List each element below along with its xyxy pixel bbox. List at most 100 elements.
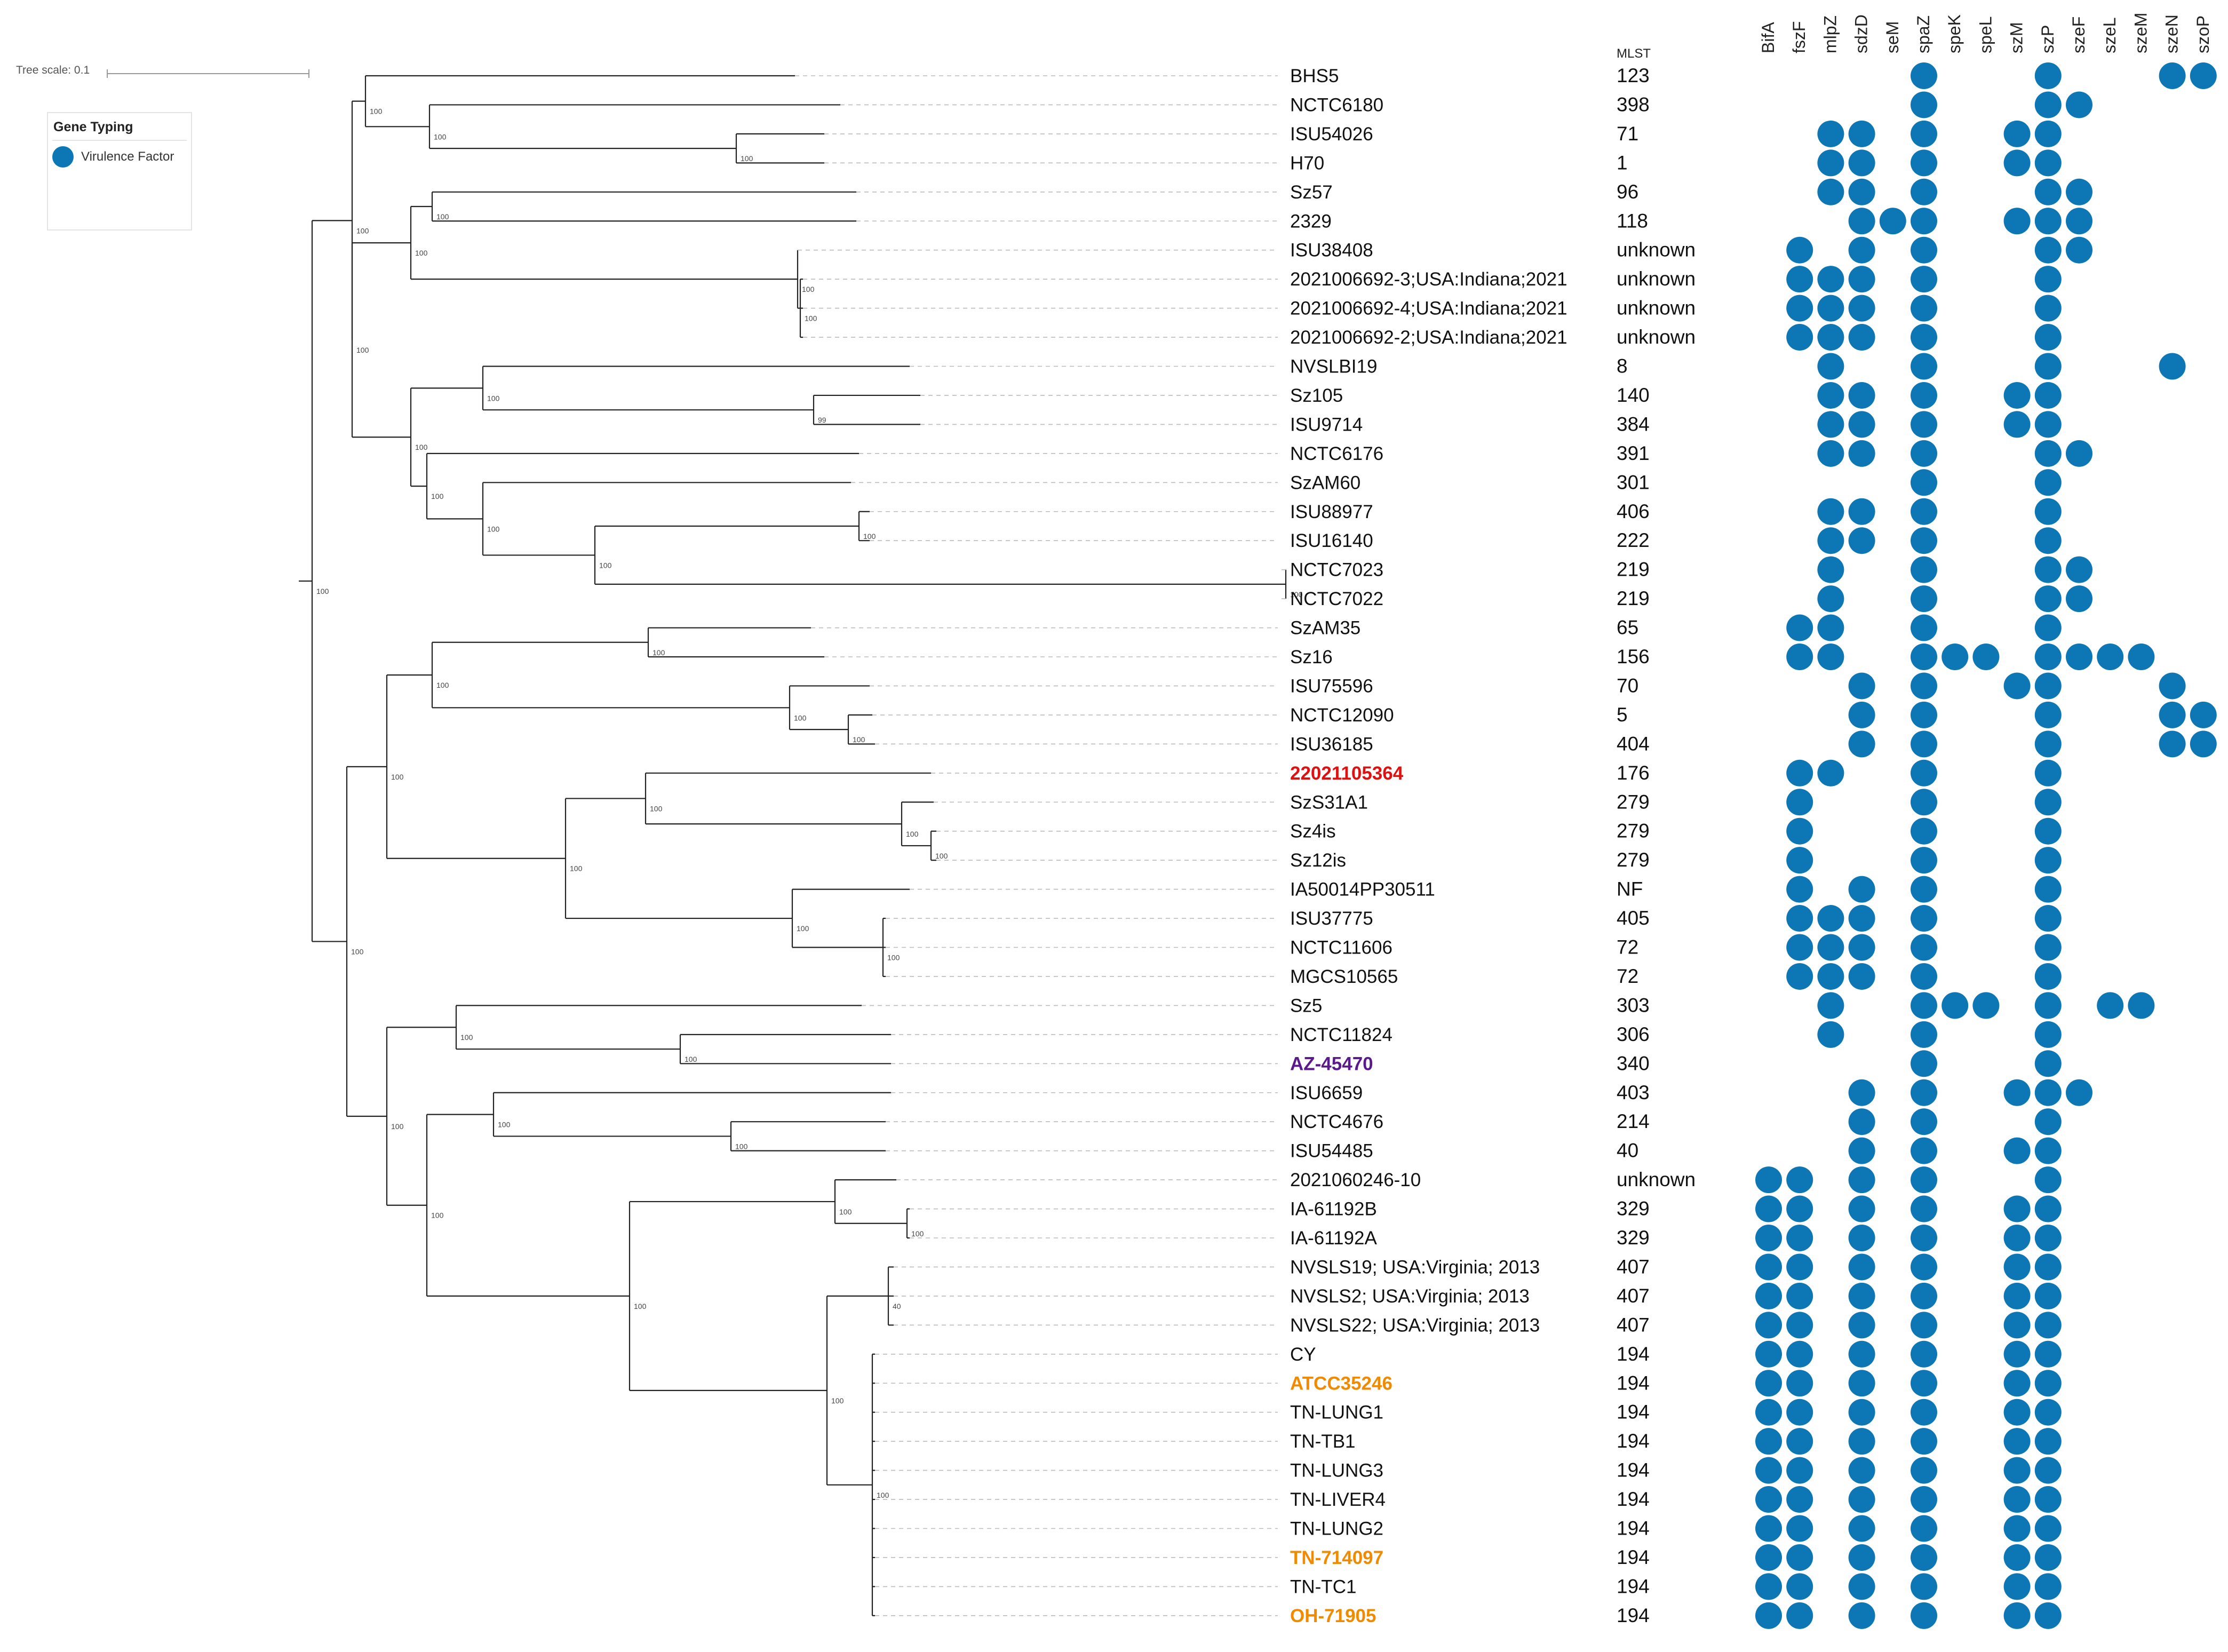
taxon-label: SzAM35 (1290, 618, 1360, 639)
virulence-factor-dot (1848, 120, 1875, 147)
virulence-factor-dot (1817, 295, 1844, 322)
virulence-factor-dot (2159, 730, 2186, 758)
gene-header: szeL (2100, 17, 2119, 53)
virulence-factor-dot (1786, 789, 1813, 816)
virulence-factor-dot (2034, 1137, 2062, 1164)
virulence-factor-dot (1817, 440, 1844, 467)
virulence-factor-dot (2034, 934, 2062, 961)
virulence-factor-dot (1911, 1021, 1937, 1048)
virulence-factor-dot (1911, 1166, 1937, 1194)
virulence-factor-dot (2034, 208, 2062, 235)
taxon-label: Sz12is (1290, 850, 1346, 871)
bootstrap-label: 40 (893, 1302, 901, 1311)
virulence-factor-dot (1786, 1515, 1813, 1542)
bootstrap-label: 100 (802, 285, 815, 293)
mlst-value: 279 (1617, 791, 1650, 813)
bootstrap-label: 100 (351, 947, 364, 956)
virulence-factor-dot (1911, 614, 1937, 641)
mlst-value: 219 (1617, 587, 1650, 609)
virulence-factor-dot (2034, 1195, 2062, 1222)
virulence-factor-dot (1911, 1544, 1937, 1571)
gene-header: spaZ (1914, 15, 1933, 53)
virulence-factor-dot (1911, 120, 1937, 147)
legend-item-label: Virulence Factor (81, 149, 174, 164)
virulence-factor-dot (1911, 1428, 1937, 1455)
virulence-factor-dot (1848, 876, 1875, 903)
bootstrap-label: 100 (460, 1033, 473, 1042)
virulence-factor-dot (1786, 1282, 1813, 1309)
virulence-factor-dot (1848, 1108, 1875, 1135)
bootstrap-label: 100 (794, 713, 807, 722)
virulence-factor-dot (1848, 1225, 1875, 1251)
virulence-factor-dot (1786, 1340, 1813, 1368)
legend-title: Gene Typing (53, 120, 133, 134)
virulence-factor-dot (1848, 1253, 1875, 1281)
taxon-label: TN-LUNG1 (1290, 1402, 1383, 1423)
virulence-factor-dot (1848, 1340, 1875, 1368)
taxon-label: CY (1290, 1344, 1316, 1365)
mlst-value: 194 (1617, 1372, 1650, 1394)
virulence-factor-dot (1911, 208, 1937, 235)
bootstrap-label: 100 (877, 1491, 889, 1499)
virulence-factor-dot (1848, 295, 1875, 322)
virulence-factor-dot (1911, 934, 1937, 961)
virulence-factor-dot (1786, 1428, 1813, 1455)
virulence-factor-dot (1911, 1340, 1937, 1368)
virulence-factor-dot (2066, 236, 2092, 264)
mlst-value: 194 (1617, 1518, 1650, 1539)
virulence-factor-dot (2034, 382, 2062, 409)
virulence-factor-dot (1817, 992, 1844, 1019)
virulence-factor-dot (1911, 62, 1937, 89)
virulence-factor-dot (1786, 1486, 1813, 1513)
virulence-factor-dot (1911, 1312, 1937, 1339)
taxon-label: NCTC11824 (1290, 1024, 1392, 1045)
virulence-factor-dot (2034, 1457, 2062, 1484)
virulence-factor-dot (1848, 701, 1875, 728)
virulence-factor-dot (2034, 1370, 2062, 1397)
virulence-factor-dot (1755, 1457, 1782, 1484)
taxon-label: NVSLBI19 (1290, 356, 1377, 377)
bootstrap-label: 100 (356, 226, 369, 235)
virulence-factor-dot (1817, 411, 1844, 438)
taxon-label: ISU38408 (1290, 240, 1373, 261)
bootstrap-label: 100 (356, 346, 369, 354)
virulence-factor-dot (1848, 934, 1875, 961)
virulence-factor-dot (1786, 1166, 1813, 1194)
tree-scale-bar (107, 69, 309, 78)
virulence-factor-dot (1848, 527, 1875, 554)
taxon-label: TN-TC1 (1290, 1576, 1356, 1597)
bootstrap-label: 100 (935, 852, 948, 860)
virulence-factor-dot (2159, 353, 2186, 380)
bootstrap-label: 100 (370, 107, 383, 116)
virulence-factor-dot (1755, 1253, 1782, 1281)
virulence-factor-dot (1911, 1282, 1937, 1309)
mlst-value: 407 (1617, 1256, 1650, 1277)
virulence-factor-dot (1817, 934, 1844, 961)
virulence-factor-dot (2003, 1544, 2031, 1571)
gene-header: szeN (2162, 14, 2182, 53)
virulence-factor-dot (1911, 266, 1937, 293)
virulence-factor-dot (2003, 1225, 2031, 1251)
taxon-label: ATCC35246 (1290, 1373, 1392, 1394)
taxon-label: IA-61192B (1290, 1199, 1377, 1220)
virulence-factor-dot (1848, 672, 1875, 700)
virulence-factor-dot (1817, 614, 1844, 641)
taxon-label: TN-TB1 (1290, 1431, 1356, 1452)
mlst-value: 96 (1617, 181, 1638, 203)
virulence-factor-dot (1786, 324, 1813, 351)
mlst-value: 118 (1617, 210, 1648, 232)
virulence-factor-dot (1911, 1486, 1937, 1513)
virulence-factor-dot (1911, 817, 1937, 845)
taxon-label: NCTC11606 (1290, 938, 1392, 958)
virulence-factor-dot (1755, 1370, 1782, 1397)
bootstrap-label: 100 (436, 212, 449, 221)
virulence-factor-dot (1848, 498, 1875, 525)
bootstrap-label: 100 (487, 394, 500, 402)
virulence-factor-dot (1817, 556, 1844, 583)
virulence-factor-dot (1911, 1079, 1937, 1106)
taxon-label: ISU36185 (1290, 734, 1373, 754)
virulence-factor-dot (2034, 1428, 2062, 1455)
virulence-factor-dot (2034, 469, 2062, 496)
virulence-factor-dot (2034, 1021, 2062, 1048)
virulence-factor-dot (1817, 353, 1844, 380)
